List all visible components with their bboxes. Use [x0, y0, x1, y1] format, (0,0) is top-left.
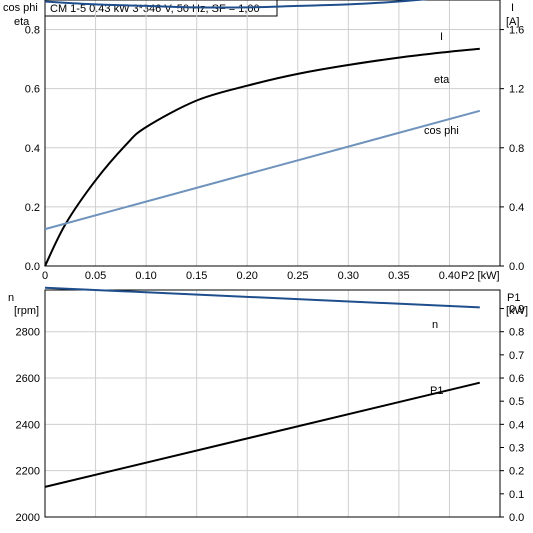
- series-label-i: I: [440, 31, 443, 43]
- y-left-tick-label: 0.8: [25, 25, 40, 37]
- y-right-tick-label: 0.7: [509, 350, 524, 362]
- y-right-tick-label: 0.1: [509, 489, 524, 501]
- series-label-n: n: [432, 319, 438, 331]
- y-right-tick-label: 0.8: [509, 327, 524, 339]
- series-label-p1: P1: [430, 385, 443, 397]
- top-plot: 0 0.05 0.10 0.15 0.20 0.25 0.30 0.35 0.40 0.0 0.2 0…: [25, 0, 524, 282]
- x-tick-label: 0.15: [186, 270, 207, 282]
- bottom-right-axis-label-2: [kW]: [506, 305, 528, 317]
- top-left-axis-label-2: eta: [14, 16, 30, 28]
- series-line-n: [44, 286, 480, 309]
- x-tick-label: 0.20: [237, 270, 258, 282]
- y-right-tick-label: 0.8: [509, 143, 524, 155]
- x-tick-label: 0.35: [388, 270, 409, 282]
- bottom-right-axis-label-1: P1: [507, 292, 520, 304]
- y-left-tick-label: 0.6: [25, 84, 40, 96]
- y-right-tick-label: 0.2: [509, 466, 524, 478]
- y-right-tick-label: 0.6: [509, 373, 524, 385]
- y-left-tick-label: 2200: [16, 466, 40, 478]
- y-right-tick-label: 0.0: [509, 261, 524, 273]
- y-right-tick-label: 0.4: [509, 202, 524, 214]
- y-right-tick-label: 1.2: [509, 84, 524, 96]
- series-line-cos-phi: [44, 109, 481, 231]
- series-label-eta: eta: [434, 74, 450, 86]
- y-left-tick-label: 0.0: [25, 261, 40, 273]
- chart-title: CM 1-5 0.43 kW 3*346 V, 50 Hz, SF = 1,00: [50, 3, 260, 15]
- y-right-tick-label: 0.0: [509, 512, 524, 524]
- x-tick-label: 0.40: [439, 270, 460, 282]
- y-right-tick-label: 0.3: [509, 443, 524, 455]
- bottom-left-axis-label-2: [rpm]: [14, 305, 39, 317]
- plot-frame: [44, 289, 501, 518]
- y-left-tick-label: 0.2: [25, 202, 40, 214]
- series-line-i: [44, 0, 429, 9]
- series-line-p1: [44, 381, 481, 488]
- y-left-tick-label: 2000: [16, 512, 40, 524]
- y-left-tick-label: 0.4: [25, 143, 40, 155]
- y-right-tick-label: 0.5: [509, 396, 524, 408]
- top-left-axis-label-1: cos phi: [3, 2, 38, 14]
- bottom-left-axis-label-1: n: [8, 292, 14, 304]
- y-left-tick-label: 2800: [16, 327, 40, 339]
- y-right-tick-label: 1.6: [509, 25, 524, 37]
- y-right-tick-label: 0.4: [509, 419, 524, 431]
- x-tick-label: 0.05: [85, 270, 106, 282]
- top-right-axis-label-2: [A]: [506, 16, 519, 28]
- x-tick-label: 0.25: [287, 270, 308, 282]
- x-tick-label: 0.30: [338, 270, 359, 282]
- series-line-eta: [44, 47, 480, 267]
- x-tick-label: 0.10: [135, 270, 156, 282]
- top-right-axis-label-1: I: [511, 2, 514, 14]
- top-x-axis-label: P2 [kW]: [461, 270, 500, 282]
- y-right-tick-label: 0.9: [509, 304, 524, 316]
- plot-frame: [44, 0, 501, 267]
- y-left-tick-label: 2600: [16, 373, 40, 385]
- y-left-tick-label: 2400: [16, 419, 40, 431]
- x-tick-label: 0: [42, 270, 48, 282]
- series-label-cos-phi: cos phi: [424, 125, 459, 137]
- bottom-plot: 2000 2200 2400 2600 2800 0.0 0.1 0.2 0.3 0.4 0.5 0.…: [16, 286, 524, 524]
